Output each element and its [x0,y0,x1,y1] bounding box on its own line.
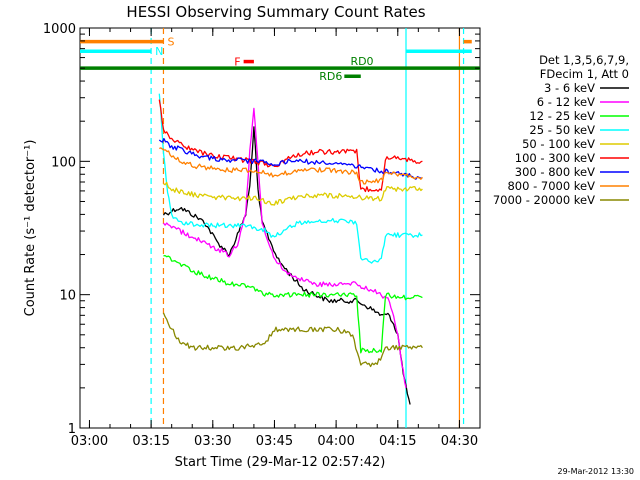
axes: 03:00 03:15 03:30 03:45 04:00 04:15 04:30 1 10 10… [43,22,481,449]
legend: Det 1,3,5,6,7,9,FDecim 1, Att 03 - 6 keV… [493,53,629,207]
x-tick-label: 03:15 [132,434,169,449]
series-line-50-100-kev [163,181,423,206]
series-line-3-6-kev [162,126,411,405]
series-line-6-12-kev [162,107,407,389]
series-line-7000-20000-kev [162,312,423,368]
flag-bars: SN F RD0 RD6 [80,36,480,83]
flag-label-rd0: RD0 [350,55,373,68]
legend-header: FDecim 1, Att 0 [540,67,629,81]
series-lines [158,93,423,405]
y-tick-label: 1 [68,422,76,437]
series-line-800-7000-kev [159,147,423,185]
y-tick-label: 1000 [43,22,76,37]
y-axis-label: Count Rate (s⁻¹ detector⁻¹) [23,140,38,317]
x-tick-label: 04:00 [317,434,354,449]
legend-label: 7000 - 20000 keV [493,193,595,207]
flag-label-f: F [234,56,240,69]
y-tick-label: 10 [59,289,76,304]
legend-label: 800 - 7000 keV [507,179,595,193]
legend-label: 3 - 6 keV [544,81,595,95]
legend-label: 6 - 12 keV [537,95,595,109]
legend-label: 12 - 25 keV [529,109,595,123]
x-tick-label: 03:00 [71,434,108,449]
series-line-25-50-kev [158,93,423,264]
flag-label-n: N [155,45,163,58]
legend-label: 25 - 50 keV [529,123,595,137]
x-tick-label: 03:45 [256,434,293,449]
series-line-300-800-kev [158,138,423,180]
legend-label: 50 - 100 keV [522,137,595,151]
legend-label: 100 - 300 keV [515,151,595,165]
legend-header: Det 1,3,5,6,7,9, [539,53,629,67]
flag-label-s: S [167,36,174,49]
x-tick-label: 03:30 [194,434,231,449]
vertical-markers [150,28,465,428]
plot-frame [79,27,481,429]
footer-timestamp: 29-Mar-2012 13:30 [558,467,635,476]
x-tick-label: 04:15 [379,434,416,449]
series-line-12-25-kev [163,254,423,354]
series-line-100-300-kev [158,99,423,193]
chart-title: HESSI Observing Summary Count Rates [126,3,425,21]
y-tick-label: 100 [51,155,76,170]
flag-label-rd6: RD6 [319,70,342,83]
legend-label: 300 - 800 keV [515,165,595,179]
x-tick-label: 04:30 [441,434,478,449]
x-axis-label: Start Time (29-Mar-12 02:57:42) [175,455,386,470]
